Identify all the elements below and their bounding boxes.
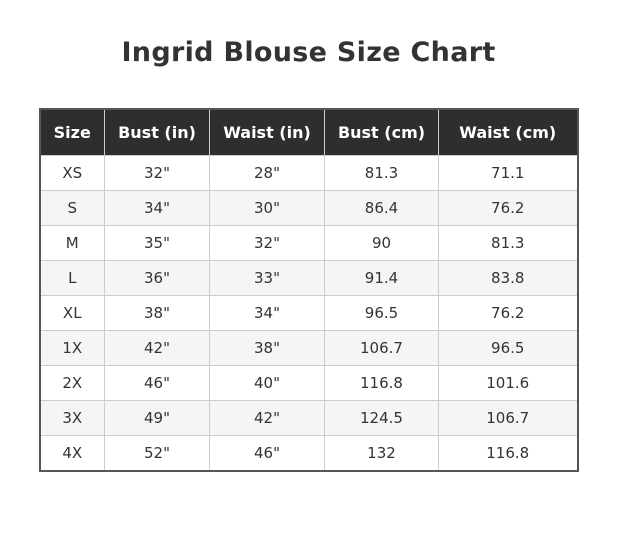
cell-bust-cm: 96.5 xyxy=(324,295,439,331)
cell-size: 1X xyxy=(39,330,105,366)
cell-waist-cm: 101.6 xyxy=(438,365,578,401)
cell-bust-cm: 91.4 xyxy=(324,260,439,296)
table-row-3x: 3X 49" 42" 124.5 106.7 xyxy=(39,400,578,436)
cell-bust-cm: 106.7 xyxy=(324,330,439,366)
table-row-xs: XS 32" 28" 81.3 71.1 xyxy=(39,155,578,191)
size-chart-header: Size Bust (in) Waist (in) Bust (cm) Wais… xyxy=(39,108,578,156)
size-chart-table: Size Bust (in) Waist (in) Bust (cm) Wais… xyxy=(38,108,579,472)
cell-waist-cm: 76.2 xyxy=(438,190,578,226)
cell-size: XS xyxy=(39,155,105,191)
col-header-bust-cm: Bust (cm) xyxy=(324,108,439,156)
cell-size: M xyxy=(39,225,105,261)
cell-waist-in: 46" xyxy=(209,435,325,472)
table-row-xl: XL 38" 34" 96.5 76.2 xyxy=(39,295,578,331)
cell-waist-cm: 106.7 xyxy=(438,400,578,436)
cell-bust-cm: 81.3 xyxy=(324,155,439,191)
cell-waist-in: 32" xyxy=(209,225,325,261)
cell-waist-in: 42" xyxy=(209,400,325,436)
col-header-bust-in: Bust (in) xyxy=(104,108,210,156)
cell-waist-in: 38" xyxy=(209,330,325,366)
cell-bust-in: 34" xyxy=(104,190,210,226)
cell-waist-cm: 76.2 xyxy=(438,295,578,331)
cell-size: 3X xyxy=(39,400,105,436)
col-header-waist-in: Waist (in) xyxy=(209,108,325,156)
cell-bust-in: 32" xyxy=(104,155,210,191)
cell-bust-in: 46" xyxy=(104,365,210,401)
size-chart-body: XS 32" 28" 81.3 71.1 S 34" 30" 86.4 76.2… xyxy=(39,155,578,472)
cell-waist-in: 30" xyxy=(209,190,325,226)
cell-waist-in: 33" xyxy=(209,260,325,296)
col-header-size: Size xyxy=(39,108,105,156)
table-row-l: L 36" 33" 91.4 83.8 xyxy=(39,260,578,296)
header-row: Size Bust (in) Waist (in) Bust (cm) Wais… xyxy=(39,108,578,156)
cell-waist-in: 34" xyxy=(209,295,325,331)
cell-waist-cm: 83.8 xyxy=(438,260,578,296)
cell-waist-cm: 116.8 xyxy=(438,435,578,472)
cell-size: XL xyxy=(39,295,105,331)
table-row-1x: 1X 42" 38" 106.7 96.5 xyxy=(39,330,578,366)
col-header-waist-cm: Waist (cm) xyxy=(438,108,578,156)
cell-bust-cm: 86.4 xyxy=(324,190,439,226)
table-row-2x: 2X 46" 40" 116.8 101.6 xyxy=(39,365,578,401)
cell-waist-cm: 71.1 xyxy=(438,155,578,191)
cell-waist-in: 28" xyxy=(209,155,325,191)
page-title: Ingrid Blouse Size Chart xyxy=(121,37,496,68)
table-row-4x: 4X 52" 46" 132 116.8 xyxy=(39,435,578,472)
cell-bust-cm: 116.8 xyxy=(324,365,439,401)
cell-bust-in: 36" xyxy=(104,260,210,296)
cell-bust-cm: 124.5 xyxy=(324,400,439,436)
cell-bust-in: 35" xyxy=(104,225,210,261)
cell-waist-cm: 81.3 xyxy=(438,225,578,261)
cell-waist-cm: 96.5 xyxy=(438,330,578,366)
cell-bust-in: 52" xyxy=(104,435,210,472)
cell-bust-cm: 132 xyxy=(324,435,439,472)
cell-size: 4X xyxy=(39,435,105,472)
cell-size: 2X xyxy=(39,365,105,401)
cell-bust-cm: 90 xyxy=(324,225,439,261)
cell-bust-in: 42" xyxy=(104,330,210,366)
cell-waist-in: 40" xyxy=(209,365,325,401)
cell-size: L xyxy=(39,260,105,296)
cell-bust-in: 49" xyxy=(104,400,210,436)
table-row-m: M 35" 32" 90 81.3 xyxy=(39,225,578,261)
cell-size: S xyxy=(39,190,105,226)
table-row-s: S 34" 30" 86.4 76.2 xyxy=(39,190,578,226)
cell-bust-in: 38" xyxy=(104,295,210,331)
